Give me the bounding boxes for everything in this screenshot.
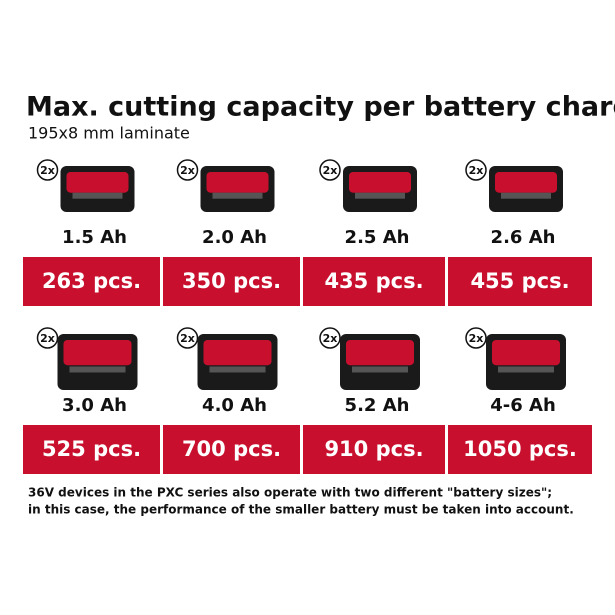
capacity-label: 4-6 Ah — [490, 395, 556, 416]
badge: 2x — [40, 332, 55, 345]
badge-circle — [176, 327, 199, 349]
footnote-line: in this case, the performance of the sma… — [28, 503, 574, 517]
title: Max. cutting capacity per battery charge — [26, 92, 615, 123]
battery-top — [203, 340, 272, 366]
capacity-label: 5.2 Ah — [345, 395, 410, 416]
battery-label — [69, 366, 126, 373]
battery-top — [63, 340, 132, 366]
capacity-label: 1.5 Ah — [62, 227, 127, 248]
battery-top — [346, 340, 414, 366]
badge-circle — [465, 159, 487, 181]
battery-label — [209, 366, 266, 373]
output-cell — [163, 257, 300, 306]
badge: 2x — [323, 332, 338, 345]
output-label: 263 pcs. — [42, 269, 141, 293]
battery-top — [349, 172, 411, 193]
badge-circle — [319, 159, 341, 181]
output-label: 455 pcs. — [470, 269, 569, 293]
battery-top — [495, 172, 557, 193]
battery-label — [212, 192, 263, 199]
output-label: 700 pcs. — [182, 437, 281, 461]
capacity-label: 2.5 Ah — [345, 227, 410, 248]
badge: 2x — [180, 164, 195, 177]
output-cell — [23, 425, 160, 474]
output-cell — [23, 257, 160, 306]
output-label: 350 pcs. — [182, 269, 281, 293]
badge-circle — [36, 327, 59, 349]
battery-label — [352, 366, 408, 373]
output-label: 525 pcs. — [42, 437, 141, 461]
output-label: 435 pcs. — [324, 269, 423, 293]
badge-circle — [36, 159, 59, 181]
badge: 2x — [180, 332, 195, 345]
battery-top — [66, 172, 129, 193]
output-label: 1050 pcs. — [463, 437, 577, 461]
badge: 2x — [469, 164, 484, 177]
battery-label — [355, 192, 405, 199]
battery-top — [206, 172, 269, 193]
subtitle: 195x8 mm laminate — [28, 124, 190, 143]
badge-circle — [176, 159, 199, 181]
badge-circle — [319, 327, 341, 349]
badge: 2x — [323, 164, 338, 177]
battery-label — [498, 366, 554, 373]
capacity-label: 2.0 Ah — [202, 227, 267, 248]
capacity-label: 2.6 Ah — [491, 227, 556, 248]
output-cell — [163, 425, 300, 474]
badge: 2x — [469, 332, 484, 345]
capacity-label: 3.0 Ah — [62, 395, 127, 416]
badge-circle — [465, 327, 487, 349]
battery-label — [72, 192, 123, 199]
output-label: 910 pcs. — [324, 437, 423, 461]
battery-label — [501, 192, 551, 199]
output-cell — [448, 425, 592, 474]
output-cell — [303, 257, 445, 306]
output-cell — [448, 257, 592, 306]
output-cell — [303, 425, 445, 474]
footnote-line: 36V devices in the PXC series also opera… — [28, 486, 552, 500]
capacity-label: 4.0 Ah — [202, 395, 267, 416]
battery-top — [492, 340, 560, 366]
badge: 2x — [40, 164, 55, 177]
